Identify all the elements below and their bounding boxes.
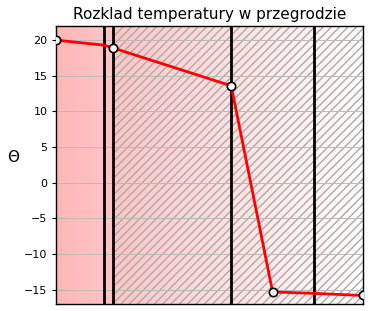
Title: Rozklad temperatury w przegrodzie: Rozklad temperatury w przegrodzie (73, 7, 346, 22)
Y-axis label: Θ: Θ (7, 150, 19, 165)
Bar (113, 26, 363, 304)
